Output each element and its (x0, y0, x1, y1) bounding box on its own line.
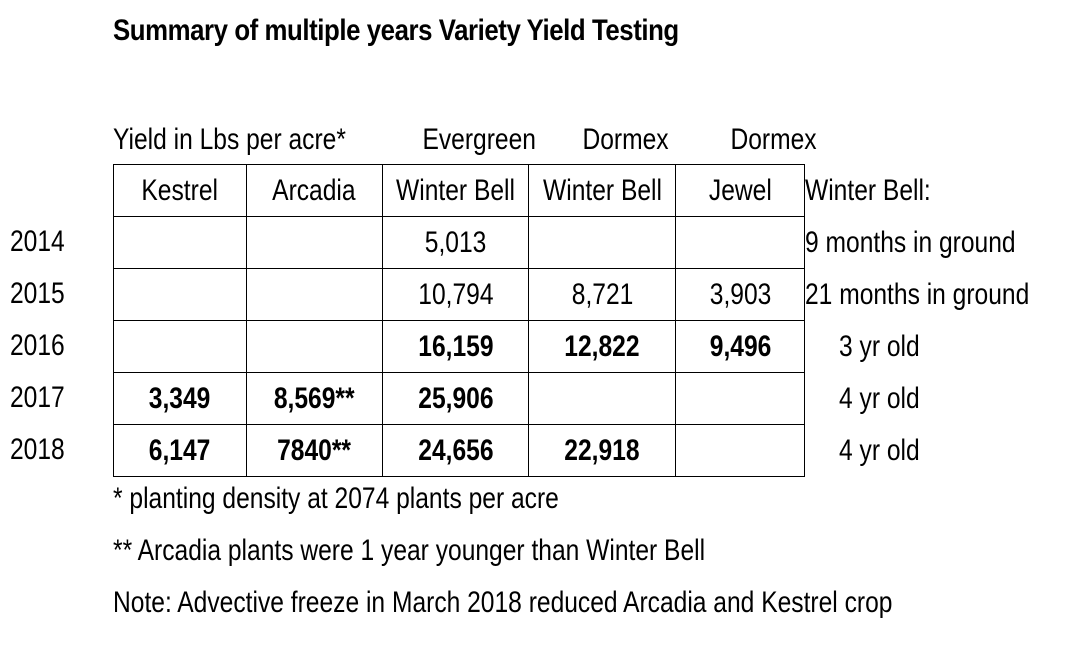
table-cell: 3,903 (675, 268, 806, 321)
table-cell (675, 372, 806, 425)
table-row: 3,349 8,569** 25,906 4 yr old (113, 372, 1080, 425)
table-cell (245, 268, 383, 321)
footnote-freeze-note: Note: Advective freeze in March 2018 red… (113, 586, 893, 619)
table-cell: 6,147 (113, 424, 247, 477)
page-title: Summary of multiple years Variety Yield … (113, 14, 679, 47)
table-cell (113, 268, 247, 321)
table-cell: 25,906 (381, 372, 530, 425)
table-cell (528, 372, 677, 425)
table-cell (245, 216, 383, 269)
table-cell (245, 320, 383, 373)
row-note: 4 yr old (839, 381, 921, 415)
row-note: 3 yr old (839, 329, 921, 363)
year-label: 2017 (10, 380, 65, 414)
table-row: 5,013 9 months in ground (113, 216, 1080, 269)
column-header-row: Kestrel Arcadia Winter Bell Winter Bell … (113, 164, 1080, 217)
year-label: 2018 (10, 432, 65, 466)
yield-label: Yield in Lbs per acre* (113, 116, 397, 164)
row-note: 21 months in ground (805, 277, 1030, 311)
header-evergreen-text: Evergreen (422, 123, 536, 156)
header-dormex-1: Dormex (553, 116, 699, 164)
column-header-arcadia: Arcadia (245, 164, 383, 217)
table-cell (113, 216, 247, 269)
table-cell: 5,013 (381, 216, 530, 269)
column-header-dormex-winter-bell: Winter Bell (528, 164, 677, 217)
year-label: 2014 (10, 224, 65, 258)
table-cell: 8,721 (528, 268, 677, 321)
header-dormex-1-text: Dormex (582, 123, 670, 156)
table-cell (528, 216, 677, 269)
header-dormex-2: Dormex (701, 116, 847, 164)
side-header: Winter Bell: (805, 173, 932, 207)
table-cell: 16,159 (381, 320, 530, 373)
row-note: 9 months in ground (805, 225, 1017, 259)
table-cell (675, 216, 806, 269)
table-cell: 22,918 (528, 424, 677, 477)
table-row: 6,147 7840** 24,656 22,918 4 yr old (113, 424, 1080, 477)
table-row: 10,794 8,721 3,903 21 months in ground (113, 268, 1080, 321)
row-note: 4 yr old (839, 433, 921, 467)
yield-label-text: Yield in Lbs per acre* (113, 123, 346, 156)
header-evergreen: Evergreen (406, 116, 552, 164)
footnote-planting-density: * planting density at 2074 plants per ac… (113, 482, 559, 515)
footnote-arcadia-age: ** Arcadia plants were 1 year younger th… (113, 534, 706, 567)
column-header-evergreen-winter-bell: Winter Bell (381, 164, 530, 217)
yield-table: Kestrel Arcadia Winter Bell Winter Bell … (113, 164, 1080, 477)
table-cell: 7840** (245, 424, 383, 477)
table-cell: 3,349 (113, 372, 247, 425)
table-cell (113, 320, 247, 373)
header-dormex-2-text: Dormex (730, 123, 818, 156)
year-label: 2015 (10, 276, 65, 310)
table-row: 16,159 12,822 9,496 3 yr old (113, 320, 1080, 373)
table-cell: 10,794 (381, 268, 530, 321)
year-label: 2016 (10, 328, 65, 362)
table-cell: 9,496 (675, 320, 806, 373)
table-cell: 8,569** (245, 372, 383, 425)
column-header-kestrel: Kestrel (113, 164, 247, 217)
table-cell: 12,822 (528, 320, 677, 373)
table-cell: 24,656 (381, 424, 530, 477)
table-cell (675, 424, 806, 477)
column-header-dormex-jewel: Jewel (675, 164, 806, 217)
